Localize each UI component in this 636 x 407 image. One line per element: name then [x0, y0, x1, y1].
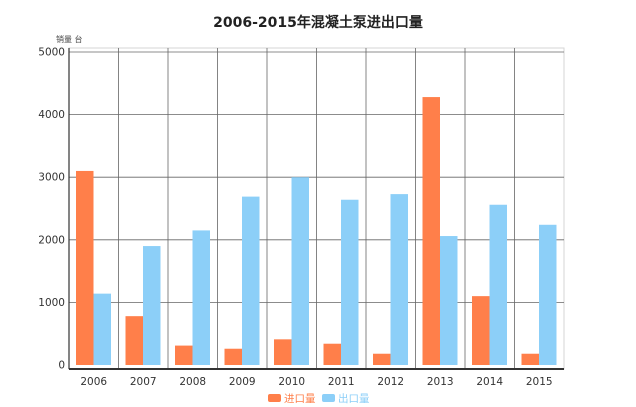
x-tick-labels: 2006 2007 2008 2009 2010 2011 2012 2013 2014 2015	[80, 376, 552, 388]
y-tick-label: 1000	[38, 297, 65, 309]
x-tick-label: 2015	[526, 376, 553, 388]
legend-label: 进口量	[284, 393, 316, 405]
bar	[76, 170, 94, 365]
legend-label: 出口量	[338, 392, 370, 405]
x-tick-label: 2011	[328, 376, 355, 388]
bars	[76, 97, 557, 366]
bar	[521, 353, 539, 365]
x-tick-label: 2009	[229, 376, 256, 388]
bar	[93, 293, 111, 365]
y-tick-label: 0	[58, 360, 65, 372]
y-tick-label: 4000	[38, 109, 65, 121]
x-tick-label: 2008	[179, 376, 206, 388]
bar	[192, 230, 210, 365]
bar	[489, 204, 507, 365]
axes	[68, 48, 564, 370]
bar	[373, 353, 391, 365]
y-tick-labels: 0 1000 2000 3000 4000 5000	[38, 47, 65, 372]
y-tick-label: 2000	[38, 234, 65, 246]
bar	[323, 343, 341, 365]
bar	[440, 236, 458, 365]
x-tick-label: 2013	[427, 376, 454, 388]
legend-swatch	[322, 394, 335, 402]
bar	[143, 246, 161, 365]
x-tick-label: 2010	[278, 376, 305, 388]
y-axis-unit-label: 销量 台	[56, 34, 83, 44]
bar	[224, 348, 242, 365]
bar	[175, 345, 193, 365]
bar	[539, 224, 557, 365]
bar	[422, 97, 440, 366]
bar	[242, 196, 260, 365]
x-tick-label: 2014	[476, 376, 503, 388]
bar	[125, 316, 143, 365]
legend-swatch	[268, 394, 281, 402]
bar	[274, 339, 292, 365]
chart-title: 2006-2015年混凝土泵进出口量	[213, 14, 423, 31]
bar	[291, 177, 309, 365]
x-tick-label: 2007	[130, 376, 157, 388]
legend: 进口量 出口量	[268, 392, 370, 405]
bar	[390, 194, 408, 365]
x-tick-label: 2012	[377, 376, 404, 388]
bar	[341, 199, 359, 365]
x-tick-label: 2006	[80, 376, 107, 388]
bar	[472, 296, 490, 365]
y-tick-label: 5000	[38, 47, 65, 59]
y-tick-label: 3000	[38, 172, 65, 184]
